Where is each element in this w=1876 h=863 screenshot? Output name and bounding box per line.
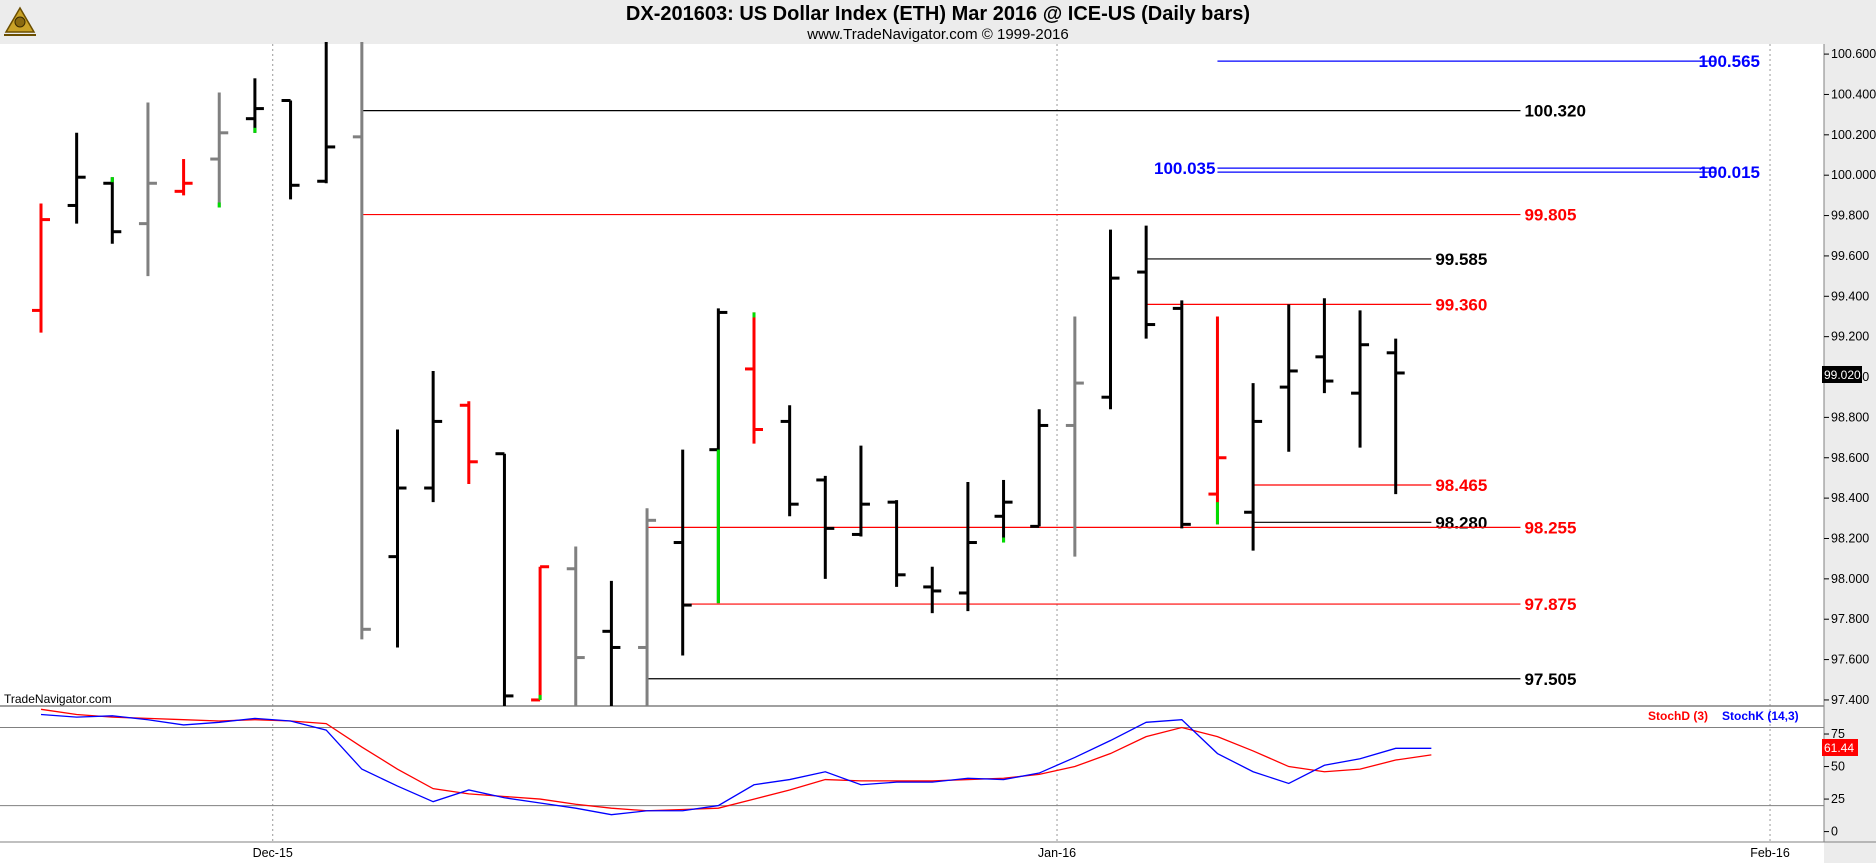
chart-title: DX-201603: US Dollar Index (ETH) Mar 201… [625, 3, 1251, 25]
ohlc-bar [174, 159, 193, 196]
level-label: 99.805 [1524, 206, 1576, 225]
ohlc-bar [1030, 409, 1049, 528]
ohlc-bar [103, 177, 122, 244]
level-label: 100.015 [1699, 163, 1760, 182]
chart-header: DX-201603: US Dollar Index (ETH) Mar 201… [0, 0, 1876, 45]
price-tick-label: 98.200 [1831, 531, 1869, 545]
stochd-legend: StochD (3) [1648, 709, 1708, 723]
ohlc-bar [531, 565, 550, 702]
price-tick-label: 98.800 [1831, 410, 1869, 424]
price-tick-label: 100.000 [1831, 168, 1876, 182]
price-levels: 100.565 100.320 100.035 100.015 99.805 99.585… [361, 52, 1760, 689]
ohlc-bar [994, 479, 1013, 543]
price-tick-label: 97.800 [1831, 612, 1869, 626]
price-bars [32, 41, 1405, 706]
ohlc-bar [851, 445, 870, 537]
price-tick-label: 98.600 [1831, 451, 1869, 465]
price-tick-label: 99.600 [1831, 249, 1869, 263]
level-label: 97.875 [1524, 595, 1576, 614]
ohlc-bar [1101, 229, 1120, 410]
level-label: 97.505 [1524, 670, 1576, 689]
chart-subtitle: www.TradeNavigator.com © 1999-2016 [807, 26, 1069, 43]
ohlc-bar [602, 580, 621, 706]
ohlc-bar [138, 102, 157, 277]
sextant-logo-icon [4, 6, 36, 36]
stochastic-panel: 75 50 25 0 [0, 708, 1845, 839]
ohlc-bar [958, 481, 977, 612]
ohlc-bar [424, 370, 443, 503]
date-label: Dec-15 [253, 846, 293, 860]
level-label: 100.320 [1524, 102, 1585, 121]
price-grid [0, 44, 1876, 843]
x-axis: Dec-15 Jan-16 Feb-16 [253, 846, 1790, 860]
ohlc-bar [1065, 316, 1084, 557]
level-label: 99.585 [1435, 250, 1487, 269]
level-label: 100.035 [1154, 159, 1215, 178]
ohlc-bar [1386, 338, 1405, 495]
date-label: Jan-16 [1038, 846, 1076, 860]
ohlc-bar [1244, 383, 1263, 551]
ohlc-bar [780, 405, 799, 517]
stoch-line-k [40, 713, 1432, 816]
price-tick-label: 99.800 [1831, 209, 1869, 223]
ohlc-bar [1351, 310, 1370, 448]
ohlc-bar [67, 132, 86, 224]
stochk-legend: StochK (14,3) [1722, 709, 1799, 723]
ohlc-bar [887, 500, 906, 587]
ohlc-bar [1172, 300, 1191, 529]
ohlc-bar [210, 92, 229, 208]
level-label: 98.255 [1524, 518, 1576, 537]
stoch-tick-label: 25 [1831, 792, 1845, 806]
stoch-tick-label: 50 [1831, 760, 1845, 774]
date-label: Feb-16 [1750, 846, 1790, 860]
price-tick-label: 97.600 [1831, 653, 1869, 667]
price-tick-label: 100.600 [1831, 47, 1876, 61]
level-label: 98.280 [1435, 513, 1487, 532]
ohlc-bar [745, 312, 763, 444]
level-label: 100.565 [1699, 52, 1760, 71]
last-price-label: 99.020 [1824, 368, 1861, 382]
price-tick-label: 98.400 [1831, 491, 1869, 505]
ohlc-bar [1279, 304, 1298, 452]
level-label: 99.360 [1435, 295, 1487, 314]
price-tick-label: 100.200 [1831, 128, 1876, 142]
ohlc-bar [317, 41, 336, 184]
price-tick-label: 98.000 [1831, 572, 1869, 586]
stoch-tick-label: 0 [1831, 825, 1838, 839]
ohlc-bar [245, 78, 264, 133]
ohlc-bar [281, 99, 300, 200]
ohlc-bar [638, 508, 657, 706]
ohlc-bar [709, 308, 728, 604]
stoch-tick-label: 75 [1831, 727, 1845, 741]
level-label: 98.465 [1435, 476, 1487, 495]
price-tick-label: 99.400 [1831, 289, 1869, 303]
ohlc-bar [1137, 225, 1156, 339]
price-tick-label: 97.400 [1831, 693, 1869, 707]
ohlc-bar [459, 401, 478, 484]
ohlc-bar [1315, 298, 1334, 394]
ohlc-bar [923, 566, 942, 614]
ohlc-bar [1208, 316, 1227, 525]
ohlc-bar [816, 475, 835, 579]
price-tick-label: 100.400 [1831, 87, 1876, 101]
ohlc-bar [566, 546, 585, 706]
ohlc-bar [673, 449, 692, 656]
ohlc-bar [495, 452, 514, 706]
stoch-last-label: 61.44 [1824, 741, 1854, 755]
ohlc-bar [32, 203, 50, 333]
price-axis: 100.600 100.400 100.200 100.000 99.800 99.600… [1824, 47, 1876, 707]
ohlc-bar [352, 41, 371, 640]
watermark: TradeNavigator.com [4, 692, 112, 706]
price-tick-label: 99.200 [1831, 330, 1869, 344]
ohlc-bar [388, 429, 407, 648]
